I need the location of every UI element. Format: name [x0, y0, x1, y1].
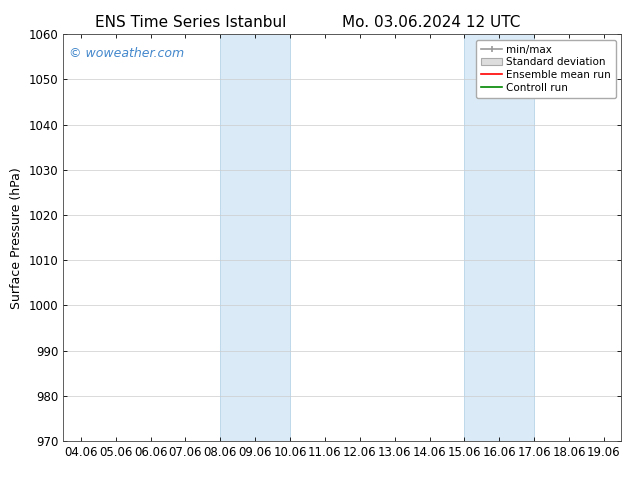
Bar [464, 34, 534, 441]
Legend: min/max, Standard deviation, Ensemble mean run, Controll run: min/max, Standard deviation, Ensemble me… [476, 40, 616, 98]
Y-axis label: Surface Pressure (hPa): Surface Pressure (hPa) [10, 167, 23, 309]
Text: ENS Time Series Istanbul: ENS Time Series Istanbul [94, 15, 286, 30]
Text: © woweather.com: © woweather.com [69, 47, 184, 59]
Text: Mo. 03.06.2024 12 UTC: Mo. 03.06.2024 12 UTC [342, 15, 521, 30]
Bar [221, 34, 290, 441]
